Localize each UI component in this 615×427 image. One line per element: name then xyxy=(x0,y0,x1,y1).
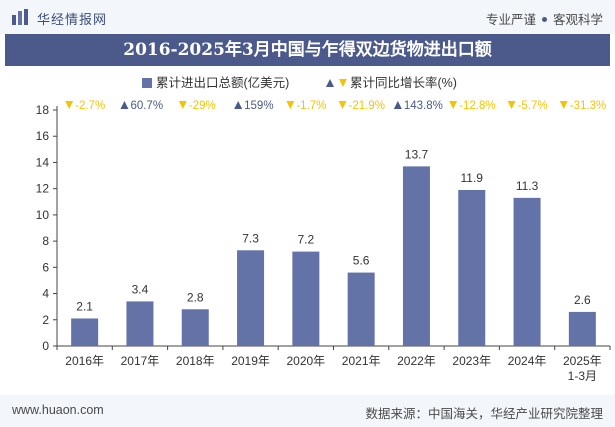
bar xyxy=(237,250,265,346)
y-tick-label: 10 xyxy=(36,208,50,222)
bar xyxy=(347,272,375,346)
growth-rate-label: -2.7% xyxy=(75,100,105,112)
x-tick-label: 2019年 xyxy=(231,354,270,368)
y-tick-label: 2 xyxy=(42,313,49,327)
top-bar: 华经情报网 专业严谨 客观科学 xyxy=(0,0,615,34)
bar-value-label: 2.1 xyxy=(76,299,93,313)
growth-down-triangle-icon xyxy=(338,101,347,109)
bar xyxy=(568,311,596,346)
x-tick-label: 2017年 xyxy=(121,354,160,368)
legend-label-growth: 累计同比增长率(%) xyxy=(350,75,457,90)
slogan-left: 专业严谨 xyxy=(485,13,536,27)
growth-up-triangle-icon xyxy=(393,101,402,109)
x-tick-label: 2025年 xyxy=(563,354,602,368)
growth-up-triangle-icon xyxy=(234,101,243,109)
growth-rate-label: -31.3% xyxy=(570,100,606,112)
bar xyxy=(126,301,154,346)
chart: 累计进出口总额(亿美元) 累计同比增长率(%) 0 2 4 6 8 10 12 14 16 18 2.1… xyxy=(36,75,611,383)
growth-rate-label: 159% xyxy=(244,100,273,112)
brand-name: 华经情报网 xyxy=(37,12,108,27)
x-tick-label: 2021年 xyxy=(342,354,381,368)
x-tick-label: 2020年 xyxy=(286,354,325,368)
footer-url[interactable]: www.huaon.com xyxy=(12,403,104,417)
y-tick-label: 6 xyxy=(42,260,49,274)
growth-down-triangle-icon xyxy=(178,101,187,109)
bar xyxy=(402,166,430,346)
bar-value-label: 11.9 xyxy=(461,171,484,185)
bar-value-label: 5.6 xyxy=(353,254,370,268)
growth-rate-label: -12.8% xyxy=(459,100,495,112)
legend-up-triangle-icon xyxy=(326,79,334,87)
x-tick-label: 2023年 xyxy=(452,354,491,368)
footer-bar: www.huaon.com 数据来源：中国海关，华经产业研究院整理 xyxy=(0,395,615,427)
legend-swatch-total xyxy=(142,78,152,88)
chart-title: 2016-2025年3月中国与乍得双边货物进出口额 xyxy=(5,34,610,66)
growth-rate-label: -21.9% xyxy=(349,100,385,112)
x-tick-label: 1-3月 xyxy=(568,369,597,383)
growth-down-triangle-icon xyxy=(286,101,295,109)
bar xyxy=(71,318,99,346)
bar-value-label: 7.3 xyxy=(242,231,259,245)
bar xyxy=(513,197,541,346)
y-tick-label: 12 xyxy=(36,182,50,196)
x-tick-label: 2018年 xyxy=(176,354,215,368)
y-tick-label: 16 xyxy=(36,129,50,143)
growth-up-triangle-icon xyxy=(120,101,129,109)
x-tick-label: 2016年 xyxy=(65,354,104,368)
y-tick-label: 18 xyxy=(36,103,50,117)
bar xyxy=(181,309,209,346)
slogan-dot-icon xyxy=(541,17,547,23)
growth-rate-label: -29% xyxy=(189,100,216,112)
legend-label-total: 累计进出口总额(亿美元) xyxy=(156,75,289,90)
growth-rate-label: -5.7% xyxy=(518,100,548,112)
bar-value-label: 13.7 xyxy=(405,147,429,161)
growth-rate-label: 143.8% xyxy=(404,100,443,112)
bar-value-label: 11.3 xyxy=(516,179,539,193)
huajing-logo-icon xyxy=(12,9,28,25)
bar xyxy=(292,251,320,346)
legend-down-triangle-icon xyxy=(339,79,347,87)
growth-down-triangle-icon xyxy=(449,101,458,109)
x-tick-label: 2022年 xyxy=(397,354,436,368)
y-tick-label: 8 xyxy=(42,234,49,248)
growth-down-triangle-icon xyxy=(559,101,568,109)
growth-rate-label: 60.7% xyxy=(130,100,163,112)
y-tick-label: 4 xyxy=(42,287,49,301)
y-tick-label: 0 xyxy=(42,339,49,353)
bar xyxy=(458,189,486,346)
data-source: 数据来源：中国海关，华经产业研究院整理 xyxy=(365,407,603,421)
bar-value-label: 2.8 xyxy=(187,290,204,304)
x-tick-label: 2024年 xyxy=(508,354,547,368)
bar-value-label: 7.2 xyxy=(298,233,315,247)
y-tick-label: 14 xyxy=(36,155,50,169)
bar-value-label: 3.4 xyxy=(132,282,149,296)
bar-value-label: 2.6 xyxy=(574,293,591,307)
growth-rate-label: -1.7% xyxy=(296,100,326,112)
growth-down-triangle-icon xyxy=(507,101,516,109)
slogan-right: 客观科学 xyxy=(552,13,603,27)
slogan: 专业严谨 客观科学 xyxy=(486,9,603,28)
growth-down-triangle-icon xyxy=(65,101,74,109)
